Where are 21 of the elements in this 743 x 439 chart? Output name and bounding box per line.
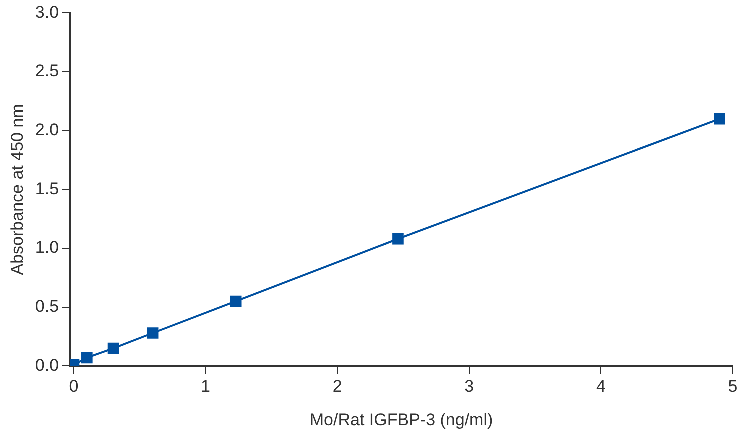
y-tick-label: 0.5 <box>35 297 60 316</box>
y-tick-label: 1.0 <box>35 238 60 258</box>
x-tick-label: 3 <box>464 377 474 396</box>
y-tick-label: 3.0 <box>35 2 60 22</box>
y-axis-title: Absorbance at 450 nm <box>8 104 27 276</box>
x-tick-label: 0 <box>69 377 79 396</box>
point <box>392 233 404 245</box>
x-tick-label: 5 <box>728 377 738 396</box>
y-tick-label: 2.5 <box>35 62 60 81</box>
x-tick-label: 4 <box>596 377 606 396</box>
point <box>147 328 159 339</box>
y-tick-label: 1.5 <box>35 179 60 198</box>
x-tick-label: 2 <box>332 377 342 396</box>
x-tick-label: 1 <box>201 377 211 396</box>
y-tick-label: 0.0 <box>35 356 60 375</box>
point <box>82 352 93 364</box>
x-axis-title: Mo/Rat IGFBP-3 (ng/ml) <box>310 410 494 430</box>
point <box>714 113 726 125</box>
y-tick-label: 2.0 <box>35 120 60 140</box>
point <box>230 296 242 308</box>
point <box>108 342 120 354</box>
